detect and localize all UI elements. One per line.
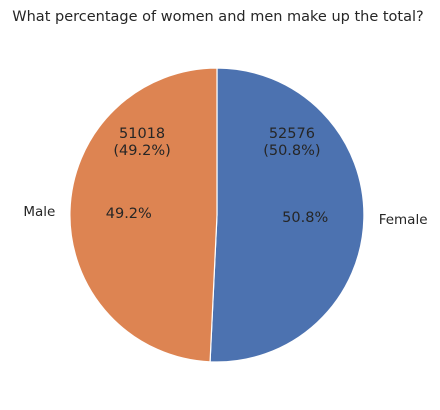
pie-slice-female <box>209 67 365 363</box>
inner-percent-label-female: 50.8% <box>282 210 328 226</box>
count-label-female: 52576 <box>269 126 315 142</box>
pie-slice-male <box>69 67 218 363</box>
pie-slices <box>69 67 365 363</box>
percent-label-male: (49.2%) <box>113 143 170 159</box>
count-label-male: 51018 <box>119 126 165 142</box>
category-label-female: Female <box>379 212 428 228</box>
chart-title: What percentage of women and men make up… <box>12 9 423 25</box>
pie-labels: Female 52576(50.8%) 50.8% Male 51018(49.2%) 4… <box>23 126 427 228</box>
inner-percent-label-male: 49.2% <box>106 206 152 222</box>
percent-label-female: (50.8%) <box>263 143 320 159</box>
category-label-male: Male <box>23 204 55 220</box>
